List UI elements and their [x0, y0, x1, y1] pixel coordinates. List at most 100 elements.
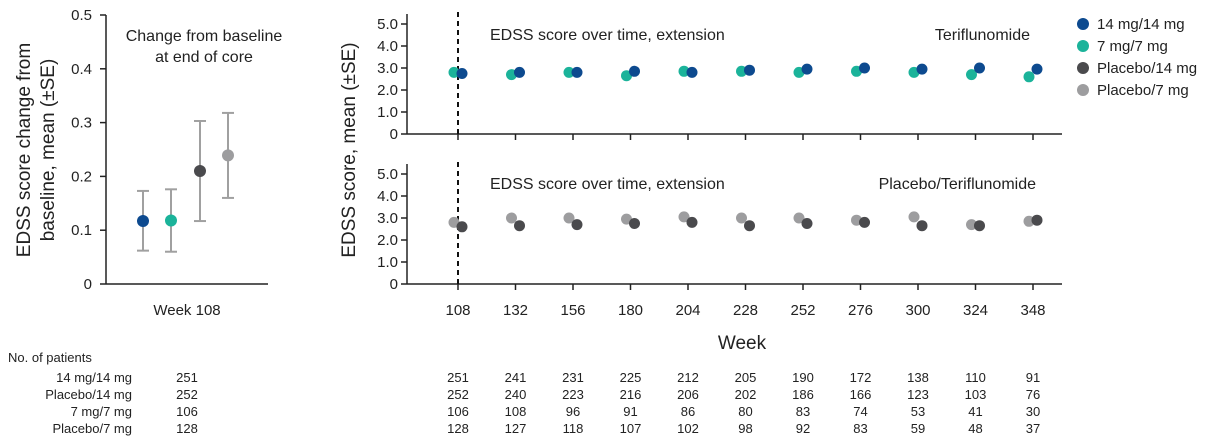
table-cell: 91 — [623, 404, 637, 419]
bottom-point-group — [1023, 215, 1035, 227]
right-xtick-label: 108 — [445, 302, 470, 319]
table-cell: 74 — [853, 404, 867, 419]
left-title-line1: Change from baseline — [126, 28, 283, 45]
bottom-point — [629, 218, 640, 229]
table-cell: 231 — [562, 370, 584, 385]
bottom-point — [966, 219, 977, 231]
top-point-group — [621, 70, 632, 82]
bottom-point-group — [801, 218, 813, 229]
legend-label: 7 mg/7 mg — [1097, 38, 1168, 55]
table-cell: 98 — [738, 421, 752, 436]
top-point-group — [448, 66, 460, 78]
right-ylabel: EDSS score, mean (±SE) — [339, 42, 360, 257]
table-cell: 138 — [907, 370, 929, 385]
table-cell: 223 — [562, 387, 584, 402]
top-point-group — [514, 66, 525, 78]
left-point — [137, 215, 149, 228]
bottom-ytick-label: 3.0 — [377, 210, 398, 227]
left-errorbar-7-mg-7-mg — [165, 188, 177, 253]
bottom-point-group — [456, 221, 468, 233]
top-point-group — [678, 65, 690, 77]
top-point — [859, 62, 870, 74]
bottom-point-group — [629, 218, 640, 229]
table-cell: 172 — [850, 370, 872, 385]
table-cell: 41 — [968, 404, 982, 419]
top-point-group — [456, 68, 468, 79]
top-ytick-label: 2.0 — [377, 82, 398, 99]
bottom-point-group — [514, 220, 525, 232]
top-point-group — [686, 66, 698, 78]
top-point — [1023, 71, 1035, 83]
table-row-label: Placebo/14 mg — [45, 387, 132, 402]
bottom-ytick-label: 0 — [390, 276, 398, 293]
bottom-point — [514, 220, 525, 232]
bottom-point — [571, 219, 583, 231]
top-point-group — [744, 64, 755, 76]
patients-table: No. of patients 14 mg/14 mg 251 251 241 231 2… — [8, 350, 1040, 436]
left-point — [222, 149, 234, 162]
table-cell: 212 — [677, 370, 699, 385]
table-row-label: 14 mg/14 mg — [56, 370, 132, 385]
left-point — [194, 165, 206, 178]
left-ytick-label: 0.3 — [71, 115, 92, 132]
table-cell: 86 — [681, 404, 695, 419]
legend-marker — [1077, 62, 1089, 74]
top-point-group — [916, 63, 928, 75]
bottom-point-group — [678, 211, 690, 223]
left-ytick-label: 0 — [84, 276, 92, 293]
bottom-point — [678, 211, 690, 223]
legend-marker — [1077, 84, 1089, 96]
table-cell: 252 — [447, 387, 469, 402]
table-cell: 127 — [505, 421, 527, 436]
table-core-value: 251 — [176, 370, 198, 385]
legend-label: Placebo/14 mg — [1097, 60, 1197, 77]
bottom-point — [448, 216, 460, 228]
table-row-label: 7 mg/7 mg — [71, 404, 132, 419]
top-point — [916, 63, 928, 75]
bottom-point-group — [686, 216, 698, 228]
table-cell: 225 — [620, 370, 642, 385]
bottom-ytick-label: 5.0 — [377, 166, 398, 183]
top-point-group — [1031, 63, 1043, 75]
table-cell: 205 — [735, 370, 757, 385]
left-ylabel-line2: baseline, mean (±SE) — [38, 59, 59, 242]
right-xtick-label: 156 — [560, 302, 585, 319]
bottom-point-group — [859, 216, 870, 228]
table-cell: 123 — [907, 387, 929, 402]
top-point-group — [563, 66, 575, 78]
right-xtick-label: 132 — [503, 302, 528, 319]
top-point — [1031, 63, 1043, 75]
left-errorbar-14-mg-14-mg — [137, 189, 149, 252]
table-cell: 206 — [677, 387, 699, 402]
top-point — [966, 69, 977, 81]
table-row: Placebo/14 mg 252 252 240 223 216 206 202 186 166… — [45, 387, 1040, 402]
table-cell: 240 — [505, 387, 527, 402]
right-xtick-label: 252 — [790, 302, 815, 319]
table-cell: 216 — [620, 387, 642, 402]
bottom-point-group — [793, 212, 805, 224]
top-point-group — [736, 65, 747, 77]
top-ytick-label: 1.0 — [377, 104, 398, 121]
table-row: Placebo/7 mg 128 128 127 118 107 102 98 92 83 59 48… — [53, 421, 1041, 436]
table-cell: 186 — [792, 387, 814, 402]
table-cell: 190 — [792, 370, 814, 385]
table-cell: 76 — [1026, 387, 1040, 402]
table-cell: 102 — [677, 421, 699, 436]
bottom-panel-label: Placebo/Teriflunomide — [879, 176, 1037, 193]
top-panel-title: EDSS score over time, extension — [490, 27, 725, 44]
top-ytick-label: 5.0 — [377, 16, 398, 33]
table-cell: 108 — [505, 404, 527, 419]
bottom-ytick-label: 4.0 — [377, 188, 398, 205]
left-panel: Change from baseline at end of core EDSS… — [14, 7, 282, 319]
table-cell: 166 — [850, 387, 872, 402]
table-cell: 202 — [735, 387, 757, 402]
table-core-value: 106 — [176, 404, 198, 419]
bottom-point-group — [974, 220, 985, 232]
left-ytick-label: 0.4 — [71, 61, 92, 78]
left-point — [165, 214, 177, 227]
left-ytick-label: 0.5 — [71, 7, 92, 24]
table-cell: 30 — [1026, 404, 1040, 419]
table-cell: 107 — [620, 421, 642, 436]
right-xtick-label: 180 — [618, 302, 643, 319]
